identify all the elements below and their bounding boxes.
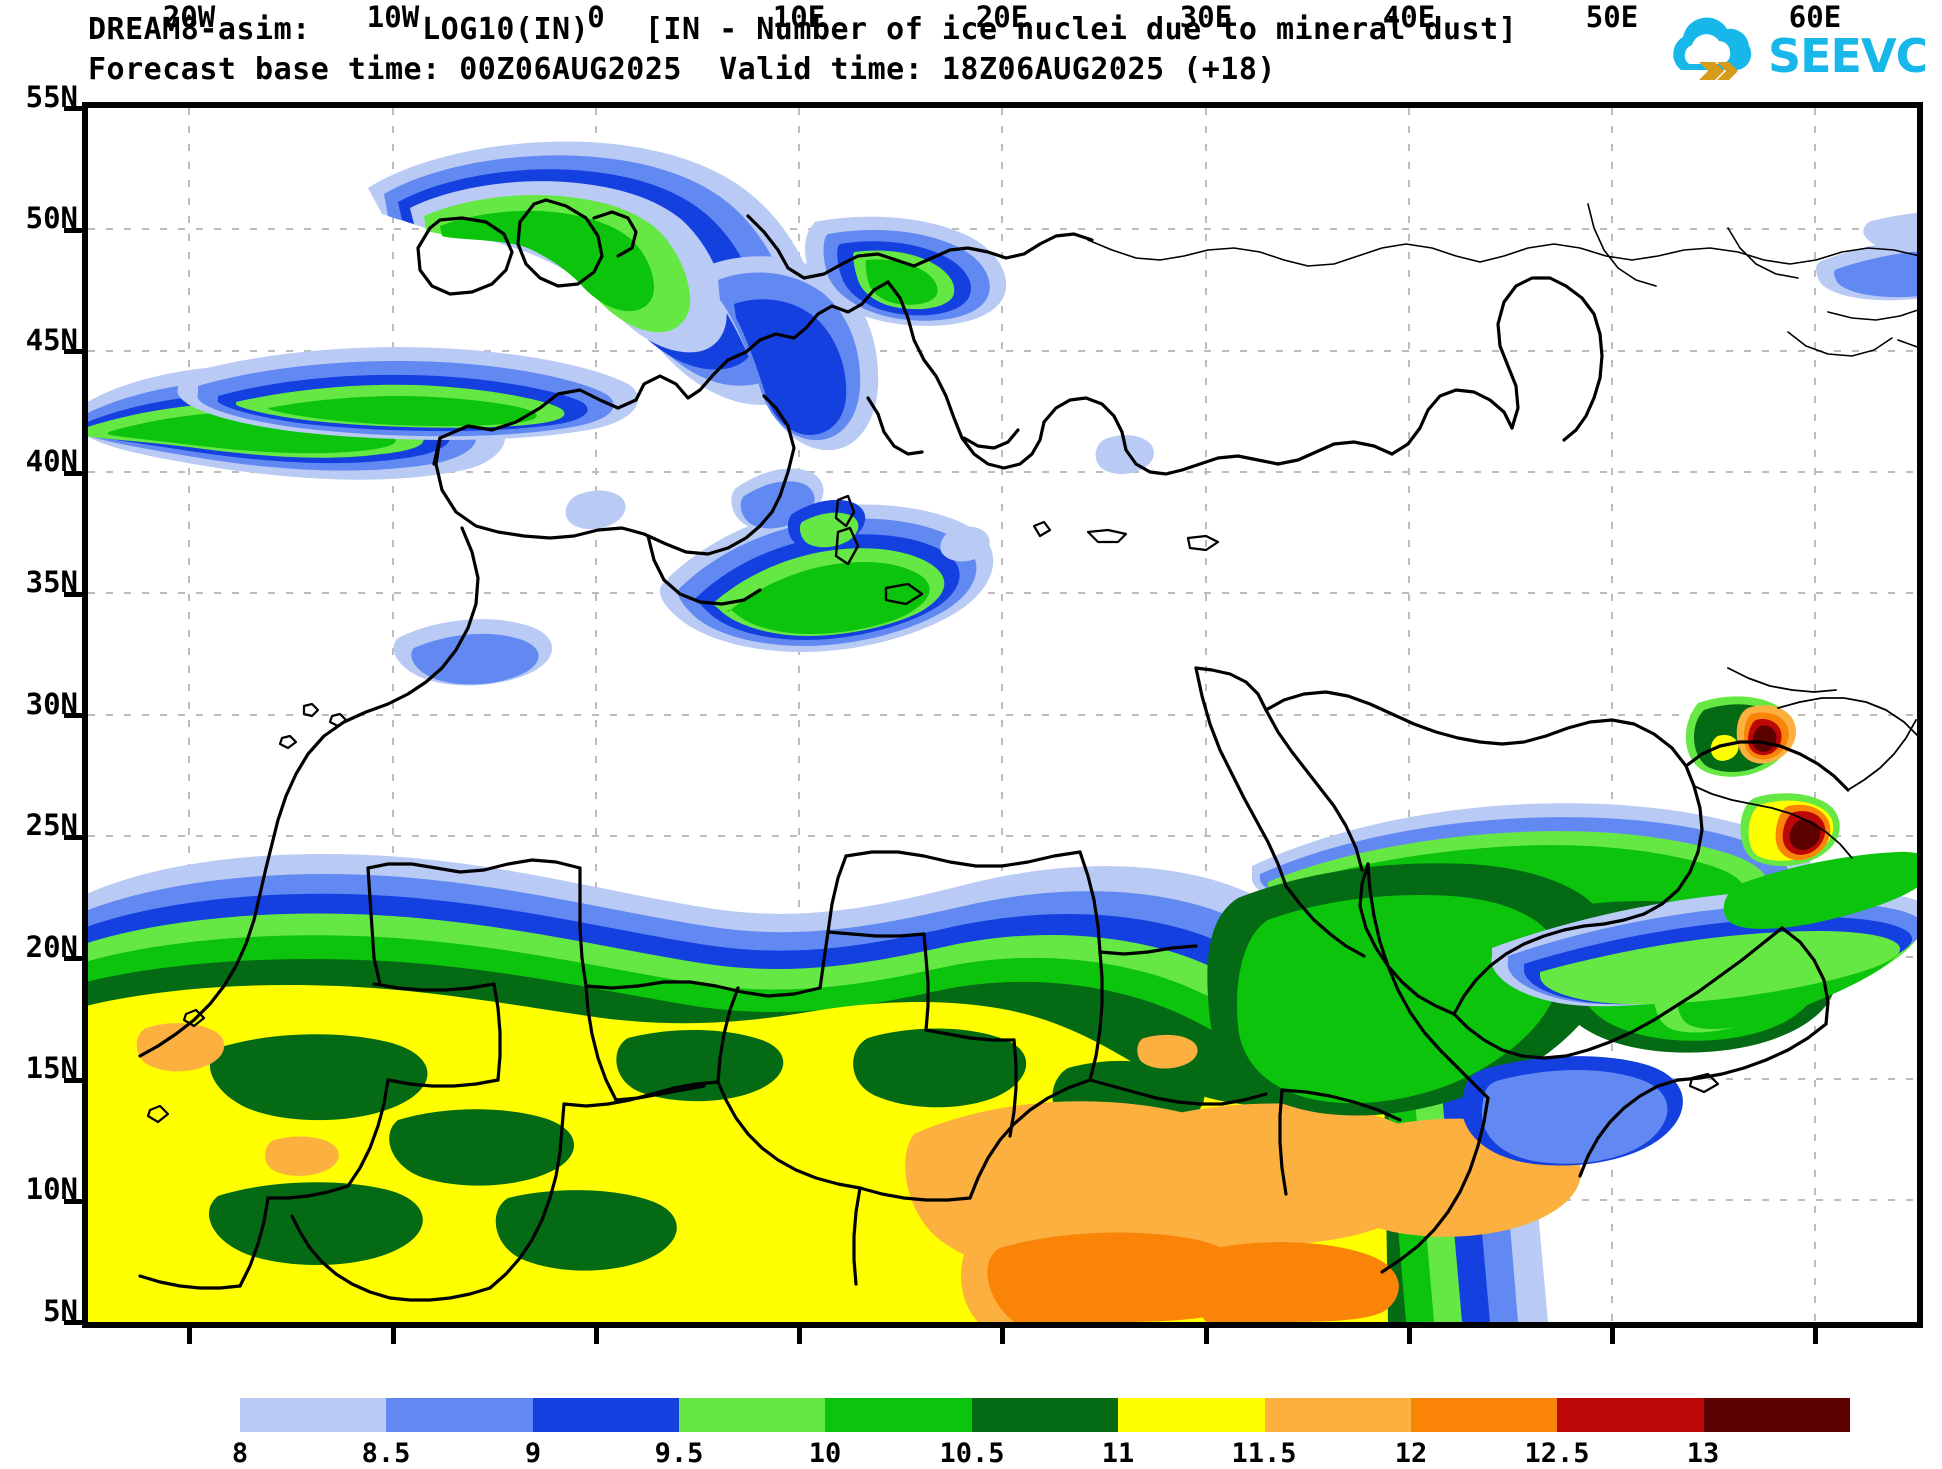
persian-gulf-hotspot-north — [1685, 696, 1796, 777]
y-tick-mark — [64, 1199, 82, 1204]
y-tick-mark — [64, 592, 82, 597]
seevccc-logo: SEEVCCC — [1655, 14, 1925, 86]
colorbar-swatch-12[interactable] — [1410, 1398, 1558, 1432]
colorbar-swatch-13[interactable] — [1703, 1398, 1850, 1432]
colorbar-swatch-8[interactable] — [240, 1398, 387, 1432]
x-tick-mark — [391, 1328, 396, 1344]
colorbar-label-10: 10 — [808, 1438, 842, 1469]
colorbar-label-10.5: 10.5 — [939, 1438, 1005, 1469]
x-tick-label-10e: 10E — [772, 0, 826, 34]
y-tick-mark — [64, 228, 82, 233]
colorbar-swatch-10.5[interactable] — [971, 1398, 1119, 1432]
colorbar-swatch-10[interactable] — [825, 1398, 972, 1432]
colorbar-label-11: 11 — [1101, 1438, 1135, 1469]
x-tick-label-50e: 50E — [1585, 0, 1639, 34]
colorbar-swatch-9.5[interactable] — [679, 1398, 826, 1432]
y-tick-mark — [64, 1320, 82, 1325]
x-tick-mark — [1000, 1328, 1005, 1344]
persian-gulf-hotspot-south — [1740, 793, 1840, 867]
map-canvas[interactable] — [88, 108, 1917, 1322]
forecast-map[interactable] — [88, 108, 1917, 1322]
header-title-line: DREAM8-asim: LOG10(IN) [IN - Number of i… — [88, 12, 1518, 47]
chevron-icon — [1699, 62, 1738, 80]
coastlines-and-borders — [138, 198, 1917, 1302]
chart-header: DREAM8-asim: LOG10(IN) [IN - Number of i… — [0, 0, 1942, 100]
dust-concentration-field — [88, 141, 1917, 1322]
colorbar-label-12.5: 12.5 — [1524, 1438, 1590, 1469]
x-tick-label-30e: 30E — [1179, 0, 1233, 34]
colorbar-label-9: 9 — [524, 1438, 542, 1469]
x-tick-label-10w: 10W — [366, 0, 420, 34]
colorbar-label-8: 8 — [231, 1438, 249, 1469]
x-tick-mark — [1610, 1328, 1615, 1344]
x-tick-label-40e: 40E — [1382, 0, 1436, 34]
y-tick-mark — [64, 471, 82, 476]
x-tick-mark — [797, 1328, 802, 1344]
cloud-icon — [1673, 17, 1752, 70]
x-tick-mark — [187, 1328, 192, 1344]
y-tick-mark — [64, 956, 82, 961]
colorbar-label-9.5: 9.5 — [654, 1438, 704, 1469]
colorbar-label-13: 13 — [1686, 1438, 1720, 1469]
x-tick-mark — [1204, 1328, 1209, 1344]
x-tick-label-0: 0 — [587, 0, 605, 34]
x-tick-label-60e: 60E — [1788, 0, 1842, 34]
x-tick-mark — [1813, 1328, 1818, 1344]
x-tick-mark — [1407, 1328, 1412, 1344]
colorbar-swatch-9[interactable] — [532, 1398, 680, 1432]
logo-text: SEEVCCC — [1768, 29, 1925, 83]
colorbar-swatch-11.5[interactable] — [1264, 1398, 1411, 1432]
colorbar-label-12: 12 — [1394, 1438, 1428, 1469]
colorbar-label-11.5: 11.5 — [1231, 1438, 1297, 1469]
y-tick-mark — [64, 1078, 82, 1083]
y-tick-mark — [64, 106, 82, 111]
colorbar[interactable] — [240, 1398, 1850, 1432]
x-tick-mark — [594, 1328, 599, 1344]
colorbar-swatch-12.5[interactable] — [1557, 1398, 1704, 1432]
y-tick-mark — [64, 835, 82, 840]
header-time-line: Forecast base time: 00Z06AUG2025 Valid t… — [88, 52, 1276, 87]
colorbar-swatch-11[interactable] — [1118, 1398, 1265, 1432]
colorbar-swatch-8.5[interactable] — [386, 1398, 533, 1432]
y-tick-mark — [64, 713, 82, 718]
x-tick-label-20e: 20E — [975, 0, 1029, 34]
y-tick-mark — [64, 349, 82, 354]
colorbar-label-8.5: 8.5 — [361, 1438, 411, 1469]
x-tick-label-20w: 20W — [162, 0, 216, 34]
